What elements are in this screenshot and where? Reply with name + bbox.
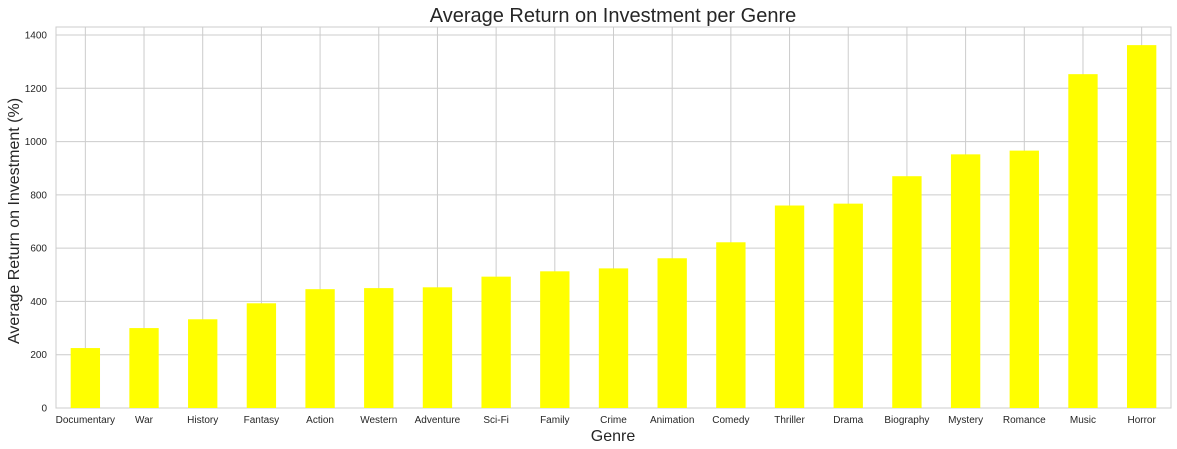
x-tick-labels: Documentary War History Fantasy Action Wester… bbox=[56, 415, 1157, 426]
bar-family bbox=[540, 271, 570, 408]
x-tick-label: Action bbox=[306, 415, 334, 426]
y-tick-labels: 0 200 400 600 800 1000 1200 1400 bbox=[25, 30, 48, 414]
x-tick-label: Documentary bbox=[56, 415, 115, 426]
bar-sci-fi bbox=[481, 276, 511, 408]
bar-documentary bbox=[70, 348, 101, 408]
x-tick-label: Adventure bbox=[415, 415, 461, 426]
bar-biography bbox=[892, 176, 922, 408]
x-tick-label: Mystery bbox=[948, 415, 983, 426]
x-tick-label: Animation bbox=[650, 415, 694, 426]
bar-music bbox=[1068, 74, 1098, 408]
x-axis-title: Genre bbox=[591, 428, 636, 445]
bar-western bbox=[364, 288, 394, 408]
y-tick-label: 600 bbox=[30, 244, 47, 255]
x-tick-label: Music bbox=[1070, 415, 1096, 426]
bar-war bbox=[129, 328, 159, 408]
bar-horror bbox=[1126, 45, 1157, 408]
x-tick-label: Western bbox=[360, 415, 397, 426]
bar-history bbox=[188, 319, 218, 408]
bar-action bbox=[305, 289, 335, 408]
y-tick-label: 400 bbox=[30, 297, 47, 308]
y-tick-label: 800 bbox=[30, 190, 47, 201]
bar-mystery bbox=[950, 154, 981, 408]
y-tick-label: 0 bbox=[41, 404, 47, 415]
y-tick-label: 1400 bbox=[25, 30, 48, 41]
x-tick-label: Comedy bbox=[712, 415, 749, 426]
y-axis-title: Average Return on Investment (%) bbox=[6, 98, 23, 344]
bar-fantasy bbox=[246, 303, 277, 408]
x-tick-label: Thriller bbox=[774, 415, 805, 426]
x-tick-label: Biography bbox=[884, 415, 929, 426]
bar-comedy bbox=[716, 242, 746, 408]
bars bbox=[70, 45, 1157, 408]
y-tick-label: 1000 bbox=[25, 137, 48, 148]
bar-animation bbox=[657, 258, 687, 408]
bar-crime bbox=[598, 268, 629, 408]
bar-thriller bbox=[774, 205, 805, 408]
x-tick-label: History bbox=[187, 415, 218, 426]
x-tick-label: Romance bbox=[1003, 415, 1046, 426]
x-tick-label: Family bbox=[540, 415, 569, 426]
y-tick-label: 1200 bbox=[25, 84, 48, 95]
x-tick-label: Crime bbox=[600, 415, 627, 426]
bar-romance bbox=[1009, 150, 1039, 408]
y-tick-label: 200 bbox=[30, 350, 47, 361]
x-tick-label: Drama bbox=[833, 415, 863, 426]
bar-adventure bbox=[422, 287, 453, 408]
x-tick-label: Fantasy bbox=[244, 415, 280, 426]
bar-drama bbox=[833, 203, 863, 408]
chart-title: Average Return on Investment per Genre bbox=[430, 5, 797, 27]
x-tick-label: Horror bbox=[1127, 415, 1156, 426]
x-tick-label: Sci-Fi bbox=[483, 415, 509, 426]
x-tick-label: War bbox=[135, 415, 154, 426]
